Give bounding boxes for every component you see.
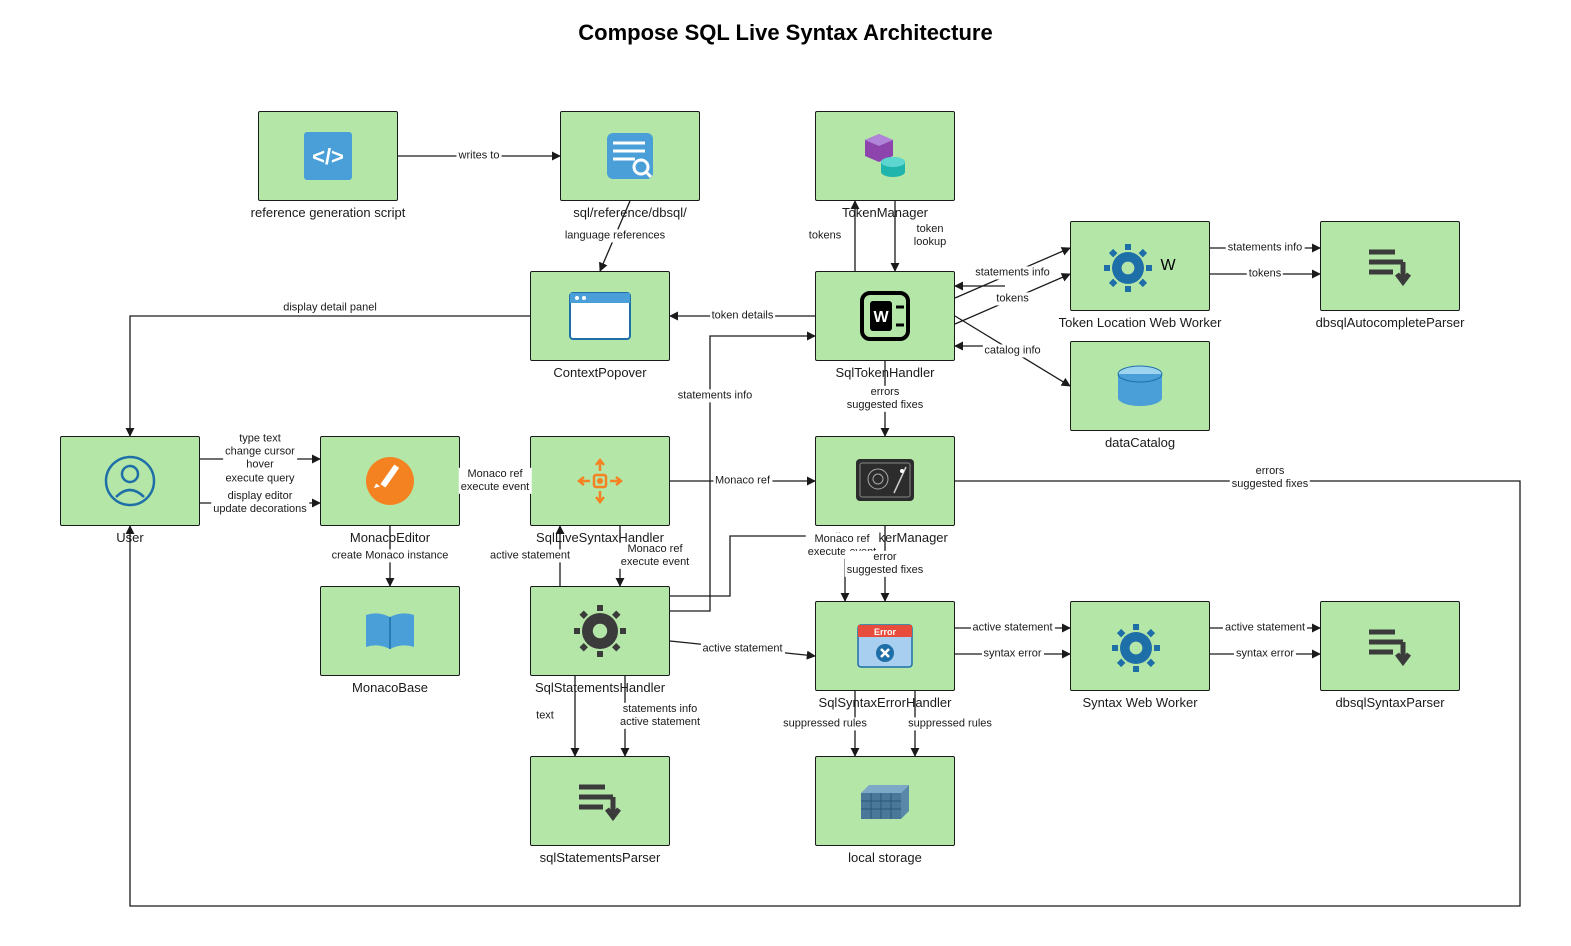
edge-label: display editorupdate decorations xyxy=(211,490,309,516)
edge-label: text xyxy=(534,709,556,722)
list-arrow-icon xyxy=(575,779,625,823)
node-refgen: </> xyxy=(258,111,398,201)
gear-icon xyxy=(572,603,628,659)
storage-icon xyxy=(857,781,913,821)
node-label-sqlref: sql/reference/dbsql/ xyxy=(573,205,686,220)
diagram-canvas: </> reference generation script sql/refere… xyxy=(20,56,1551,926)
list-arrow-icon xyxy=(1365,624,1415,668)
node-label-stmtpar: sqlStatementsParser xyxy=(540,850,661,865)
edge-label: statements info xyxy=(676,389,755,402)
node-label-monacobase: MonacoBase xyxy=(352,680,428,695)
edge-label: active statement xyxy=(488,549,572,562)
node-label-user: User xyxy=(116,530,143,545)
diagram-title: Compose SQL Live Syntax Architecture xyxy=(20,20,1551,46)
edge-label: active statement xyxy=(970,621,1054,634)
edge-label: statements infoactive statement xyxy=(618,703,702,729)
node-label-tokenmgr: TokenManager xyxy=(842,205,928,220)
gear-link-icon xyxy=(1112,618,1168,674)
node-localstor xyxy=(815,756,955,846)
edge-label: tokens xyxy=(807,229,843,242)
edge-label: tokens xyxy=(1247,267,1283,280)
node-synpar xyxy=(1320,601,1460,691)
node-syntaxww xyxy=(1070,601,1210,691)
node-label-monaco: MonacoEditor xyxy=(350,530,430,545)
edge-label: syntax error xyxy=(981,647,1043,660)
edge-label: errorssuggested fixes xyxy=(1230,465,1310,491)
edge-label: suppressed rules xyxy=(906,717,994,730)
node-label-autopar: dbsqlAutocompleteParser xyxy=(1316,315,1465,330)
user-icon xyxy=(102,453,158,509)
edge-label: writes to xyxy=(457,149,502,162)
node-sqltoken: W xyxy=(815,271,955,361)
book-icon xyxy=(362,609,418,653)
edge-label: type textchange cursorhoverexecute query xyxy=(223,433,297,486)
gear-w-icon: W xyxy=(1104,238,1175,294)
error-icon: Error xyxy=(854,621,916,671)
edge-label: token details xyxy=(710,309,776,322)
node-livesyn xyxy=(530,436,670,526)
edge-label: Monaco refexecute event xyxy=(619,543,692,569)
edge-label: statements info xyxy=(1226,241,1305,254)
node-stmth xyxy=(530,586,670,676)
node-label-stmth: SqlStatementsHandler xyxy=(535,680,665,695)
node-label-tokenloc: Token Location Web Worker xyxy=(1059,315,1222,330)
expand-icon xyxy=(574,455,626,507)
node-label-synpar: dbsqlSyntaxParser xyxy=(1335,695,1444,710)
svg-text:Error: Error xyxy=(874,627,897,637)
board-icon xyxy=(854,457,916,505)
edge-label: suppressed rules xyxy=(781,717,869,730)
node-markermgr xyxy=(815,436,955,526)
edge-label: tokenlookup xyxy=(912,223,948,249)
node-label-ctxpop: ContextPopover xyxy=(553,365,646,380)
node-monaco xyxy=(320,436,460,526)
node-sqlref xyxy=(560,111,700,201)
node-autopar xyxy=(1320,221,1460,311)
window-icon xyxy=(568,291,632,341)
svg-text:W: W xyxy=(873,309,889,326)
edge-label: Monaco ref xyxy=(713,474,772,487)
node-tokenmgr xyxy=(815,111,955,201)
node-ctxpop xyxy=(530,271,670,361)
edge-label: syntax error xyxy=(1234,647,1296,660)
edge-label: statements info xyxy=(973,266,1052,279)
edge-label: display detail panel xyxy=(281,301,379,314)
svg-text:</>: </> xyxy=(312,144,344,169)
edge-label: tokens xyxy=(994,292,1030,305)
list-arrow-icon xyxy=(1365,244,1415,288)
node-errh: Error xyxy=(815,601,955,691)
node-label-refgen: reference generation script xyxy=(251,205,406,220)
w-badge-icon: W xyxy=(856,287,914,345)
cube-db-icon xyxy=(857,128,913,184)
edge-label: create Monaco instance xyxy=(330,549,451,562)
node-datacatalog xyxy=(1070,341,1210,431)
cylinder-icon xyxy=(1114,364,1166,408)
edge-label: errorsuggested fixes xyxy=(845,550,925,576)
edge-label: active statement xyxy=(1223,621,1307,634)
node-label-datacatalog: dataCatalog xyxy=(1105,435,1175,450)
code-icon: </> xyxy=(300,128,356,184)
node-label-syntaxww: Syntax Web Worker xyxy=(1082,695,1197,710)
node-stmtpar xyxy=(530,756,670,846)
node-user xyxy=(60,436,200,526)
pencil-icon xyxy=(362,453,418,509)
edge-label: language references xyxy=(563,229,667,242)
node-monacobase xyxy=(320,586,460,676)
node-label-errh: SqlSyntaxErrorHandler xyxy=(819,695,952,710)
edge-label: active statement xyxy=(700,642,784,655)
edge-label: catalog info xyxy=(982,344,1042,357)
edge-label: errorssuggested fixes xyxy=(845,385,925,411)
node-label-sqltoken: SqlTokenHandler xyxy=(835,365,934,380)
node-tokenloc: W xyxy=(1070,221,1210,311)
doc-search-icon xyxy=(601,127,659,185)
node-label-localstor: local storage xyxy=(848,850,922,865)
edge-label: Monaco refexecute event xyxy=(459,468,532,494)
